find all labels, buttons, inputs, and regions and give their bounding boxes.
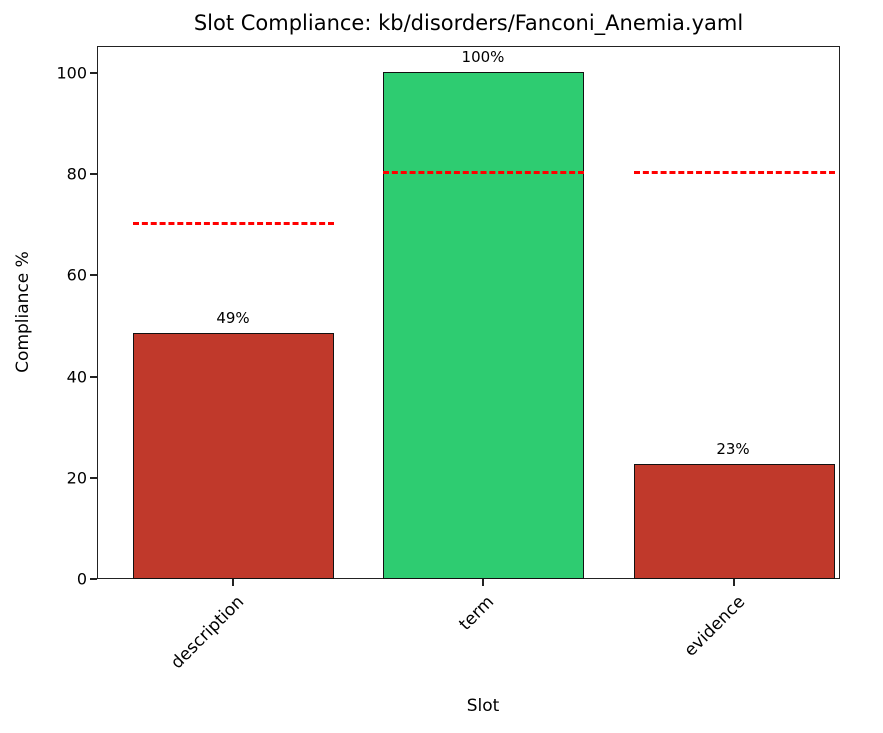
y-tick bbox=[90, 477, 97, 479]
bar-term bbox=[383, 72, 584, 579]
x-tick bbox=[733, 579, 735, 586]
x-tick-label: evidence bbox=[680, 592, 750, 661]
y-axis-label: Compliance % bbox=[13, 251, 33, 373]
y-tick-label: 100 bbox=[56, 63, 87, 83]
bar-value-label: 100% bbox=[461, 48, 505, 66]
y-tick bbox=[90, 578, 97, 580]
y-tick bbox=[90, 274, 97, 276]
x-tick bbox=[232, 579, 234, 586]
y-tick bbox=[90, 376, 97, 378]
threshold-line-term bbox=[383, 171, 584, 174]
y-tick-label: 80 bbox=[66, 164, 87, 184]
threshold-line-description bbox=[133, 222, 334, 225]
chart-title: Slot Compliance: kb/disorders/Fanconi_An… bbox=[193, 11, 744, 35]
x-tick-label: term bbox=[455, 592, 499, 635]
threshold-line-evidence bbox=[634, 171, 835, 174]
x-tick-label: description bbox=[167, 592, 249, 673]
x-axis-label: Slot bbox=[466, 696, 500, 716]
bar-value-label: 23% bbox=[716, 440, 750, 458]
bar-description bbox=[133, 333, 334, 579]
bar-value-label: 49% bbox=[216, 309, 250, 327]
y-tick-label: 20 bbox=[66, 468, 87, 488]
bar-evidence bbox=[634, 464, 835, 579]
y-tick-label: 0 bbox=[76, 569, 87, 589]
y-tick-label: 40 bbox=[66, 367, 87, 387]
y-tick bbox=[90, 72, 97, 74]
y-tick-label: 60 bbox=[66, 265, 87, 285]
y-tick bbox=[90, 173, 97, 175]
x-tick bbox=[482, 579, 484, 586]
